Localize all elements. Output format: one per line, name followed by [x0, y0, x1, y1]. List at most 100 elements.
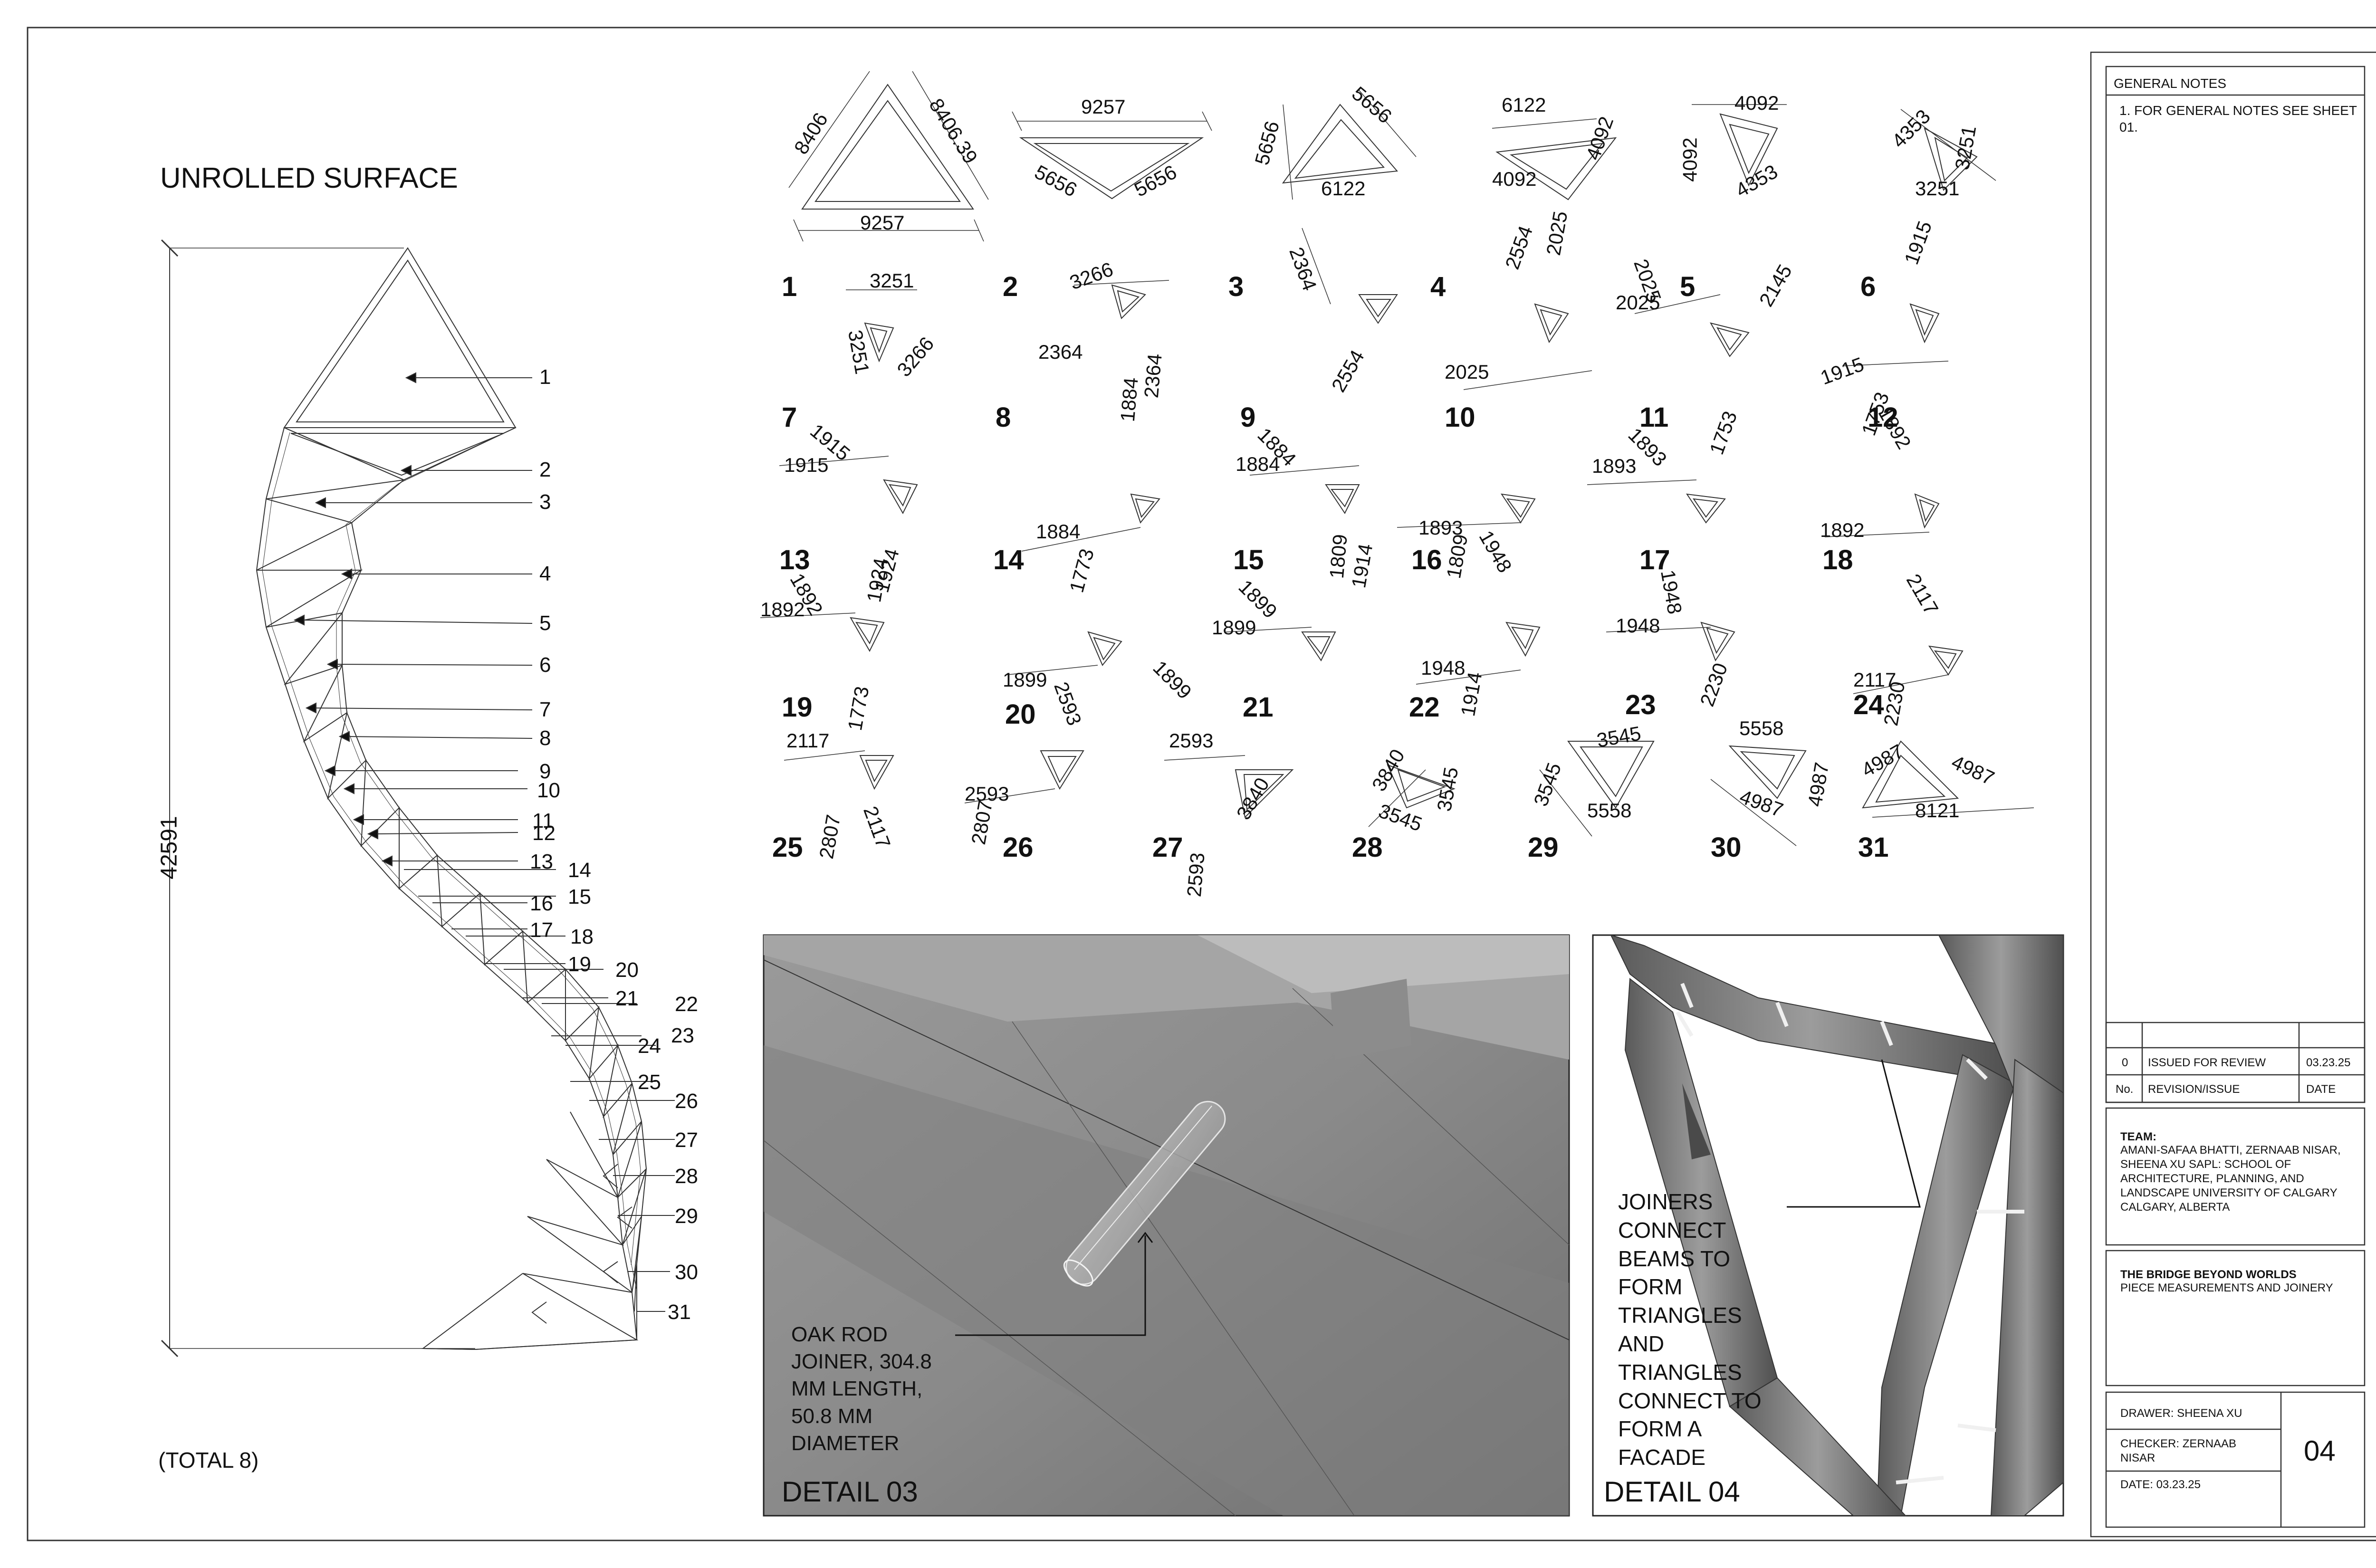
- callout-label: 30: [675, 1261, 698, 1284]
- team-text: AMANI-SAFAA BHATTI, ZERNAAB NISAR, SHEEN…: [2120, 1144, 2341, 1214]
- callout-label: 10: [537, 779, 560, 802]
- callout-label: 8: [539, 727, 551, 750]
- piece-dimension: 1899: [1003, 669, 1047, 691]
- project-title: THE BRIDGE BEYOND WORLDS: [2120, 1268, 2297, 1281]
- callout-label: 1: [539, 365, 551, 389]
- piece-number: 15: [1233, 545, 1264, 575]
- callout-label: 2: [539, 458, 551, 481]
- piece-number: 3: [1228, 271, 1244, 302]
- unrolled-surface-drawing: [161, 239, 647, 1358]
- sheet-number: 04: [2304, 1435, 2336, 1467]
- revision-date: 03.23.25: [2306, 1056, 2351, 1069]
- drawer-field: DRAWER: SHEENA XU: [2120, 1407, 2242, 1420]
- piece-dimension: 2117: [1853, 669, 1897, 691]
- callout-label: 16: [530, 892, 553, 915]
- piece-dimension: 1884: [1116, 376, 1142, 423]
- piece-dimension: 1809: [1325, 533, 1351, 580]
- piece-dimension: 1892: [760, 598, 805, 621]
- piece-dimension: 5558: [1587, 799, 1632, 822]
- piece-dimension: 1892: [1820, 519, 1865, 541]
- piece-number: 25: [772, 832, 803, 863]
- callout-label: 18: [570, 925, 594, 948]
- piece-dimension: 5558: [1739, 717, 1784, 739]
- piece-number: 11: [1639, 402, 1669, 433]
- callout-label: 15: [568, 885, 591, 908]
- callout-label: 21: [615, 987, 639, 1010]
- piece-number: 16: [1411, 545, 1442, 575]
- piece-dimension: 2593: [1169, 729, 1214, 752]
- piece-number: 29: [1528, 832, 1559, 863]
- callout-label: 13: [530, 850, 553, 873]
- callout-label: 25: [638, 1071, 661, 1094]
- piece-number: 27: [1152, 832, 1183, 863]
- piece-dimension: 6122: [1321, 177, 1366, 200]
- piece-number: 14: [993, 545, 1024, 575]
- piece-number: 23: [1625, 689, 1656, 720]
- callout-label: 14: [568, 859, 591, 882]
- callout-label: 28: [675, 1165, 698, 1188]
- callout-label: 17: [530, 918, 553, 942]
- revision-issue: ISSUED FOR REVIEW: [2148, 1056, 2266, 1069]
- piece-dimension: 1948: [1421, 657, 1466, 679]
- callout-label: 5: [539, 612, 551, 635]
- piece-dimension: 4092: [1678, 137, 1701, 182]
- piece-number: 24: [1853, 689, 1884, 720]
- piece-dimension: 1884: [1236, 453, 1280, 475]
- piece-number: 5: [1680, 271, 1696, 302]
- callout-label: 20: [615, 958, 639, 982]
- callout-label: 26: [675, 1090, 698, 1113]
- revision-no: 0: [2122, 1056, 2128, 1069]
- detail-03-view: [763, 934, 1570, 1517]
- checker-field: CHECKER: ZERNAAB NISAR: [2120, 1437, 2237, 1464]
- piece-number: 22: [1409, 692, 1440, 723]
- piece-dimension: 3251: [1915, 177, 1960, 200]
- piece-dimension: 9257: [1081, 96, 1126, 118]
- piece-number: 10: [1445, 402, 1475, 433]
- piece-dimension: 2593: [1182, 851, 1209, 898]
- team-header: TEAM:: [2120, 1130, 2156, 1143]
- piece-number: 21: [1243, 692, 1274, 723]
- oak-rod-joiner: [1063, 1100, 1226, 1287]
- piece-number: 31: [1858, 832, 1889, 863]
- piece-dimension: 1893: [1418, 516, 1463, 539]
- piece-dimension: 1893: [1592, 455, 1637, 477]
- revision-header-issue: REVISION/ISSUE: [2148, 1083, 2240, 1096]
- piece-dimension: 2025: [1616, 291, 1660, 314]
- piece-number: 12: [1868, 402, 1898, 433]
- callout-label: 4: [539, 562, 551, 585]
- piece-dimension: 1948: [1616, 614, 1660, 637]
- unrolled-surface-title: UNROLLED SURFACE: [160, 162, 458, 194]
- total-note: (TOTAL 8): [158, 1448, 259, 1472]
- callout-label: 9: [539, 760, 551, 783]
- piece-dimension: 4092: [1734, 92, 1779, 114]
- project-subtitle: PIECE MEASUREMENTS AND JOINERY: [2120, 1281, 2333, 1294]
- piece-dimension: 2025: [1445, 361, 1489, 383]
- callout-leaders: [293, 372, 675, 1324]
- piece-number: 6: [1860, 271, 1876, 302]
- piece-dimension: 4092: [1492, 168, 1537, 190]
- detail-04-label: DETAIL 04: [1604, 1476, 1740, 1508]
- piece-dimension: 1884: [1036, 520, 1081, 543]
- title-block-frames: [2090, 51, 2376, 1538]
- piece-dimension: 6122: [1502, 94, 1546, 116]
- piece-dimension: 2117: [786, 729, 830, 752]
- piece-number: 28: [1352, 832, 1383, 863]
- detail-03-note: OAK ROD JOINER, 304.8 MM LENGTH, 50.8 MM…: [791, 1323, 932, 1455]
- callout-label: 27: [675, 1128, 698, 1152]
- callout-label: 19: [568, 953, 591, 976]
- piece-dimension: 3251: [870, 269, 914, 292]
- piece-dimension: 9257: [860, 211, 905, 234]
- piece-number: 19: [782, 692, 813, 723]
- piece-number: 13: [779, 545, 810, 575]
- callout-label: 6: [539, 653, 551, 677]
- piece-number: 7: [782, 402, 797, 433]
- callout-label: 31: [668, 1300, 691, 1324]
- piece-number: 8: [996, 402, 1011, 433]
- piece-number: 2: [1003, 271, 1018, 302]
- callout-label: 23: [671, 1024, 694, 1047]
- callout-label: 29: [675, 1205, 698, 1228]
- detail-04-view: [1592, 934, 2064, 1517]
- piece-number: 20: [1005, 699, 1036, 730]
- detail-03-label: DETAIL 03: [782, 1476, 918, 1508]
